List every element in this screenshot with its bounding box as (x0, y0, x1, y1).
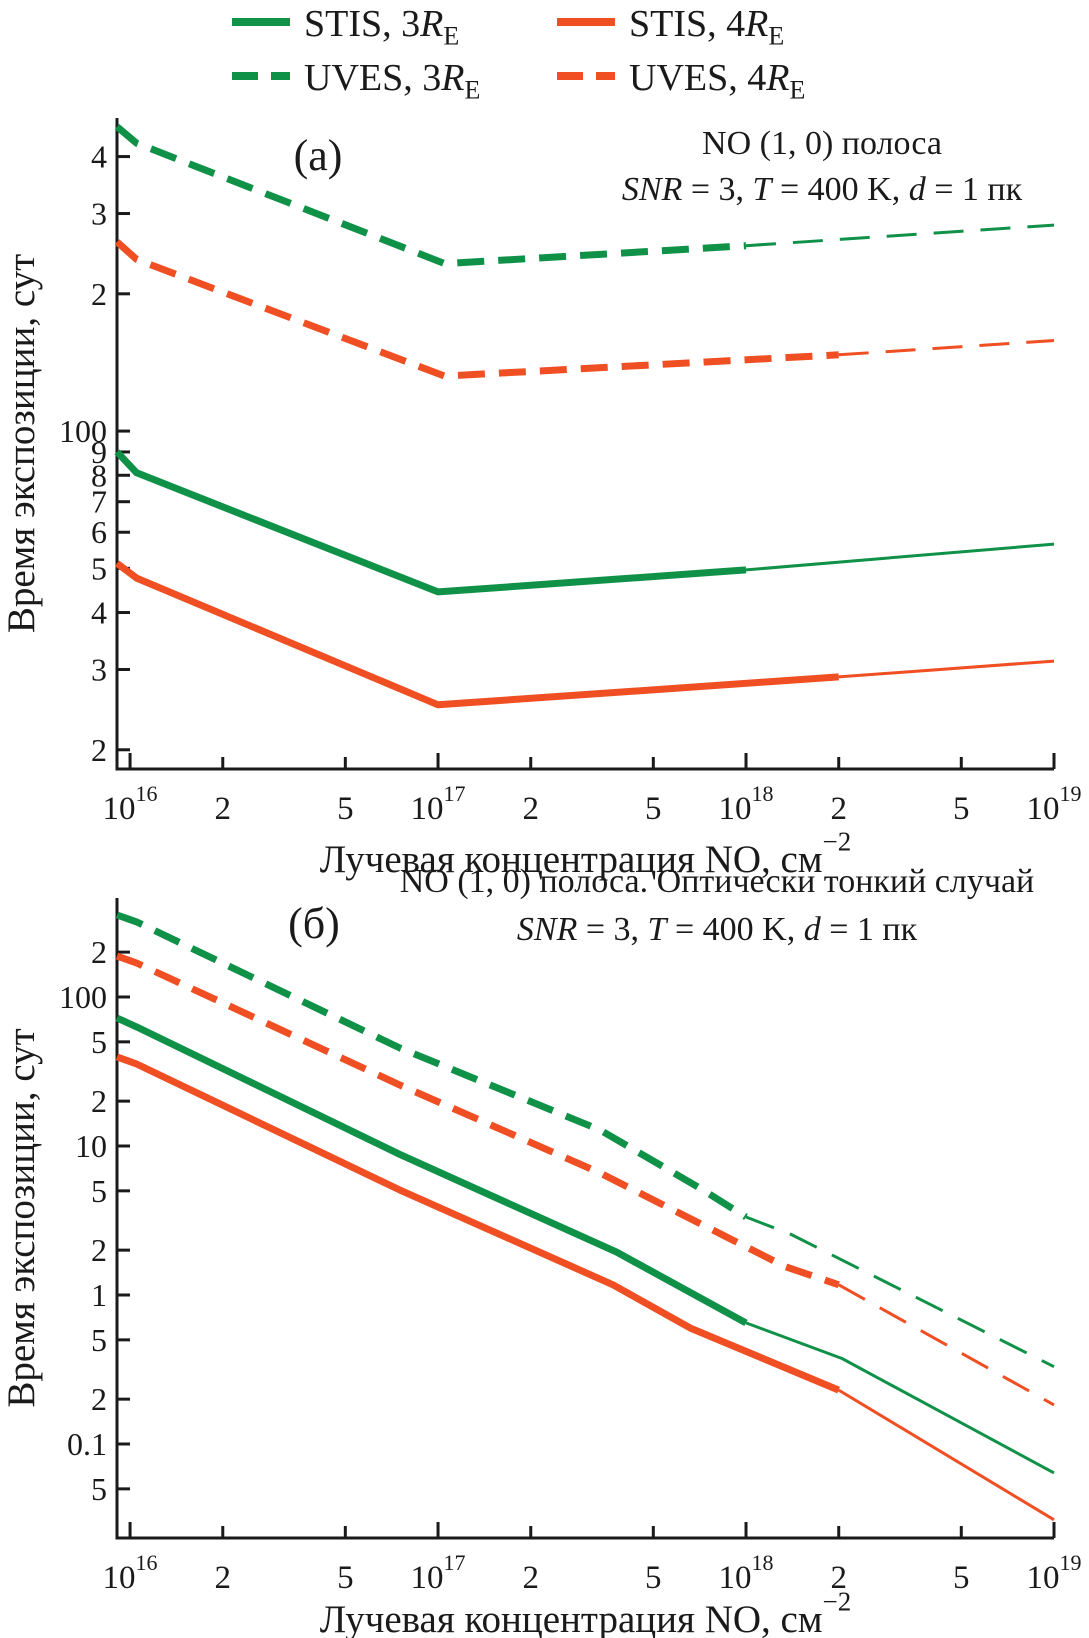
y-tick-label: 3 (91, 651, 107, 687)
y-tick-label: 4 (91, 595, 107, 631)
y-tick-label: 5 (91, 550, 107, 586)
y-tick-label: 2 (91, 276, 107, 312)
series-stis-3re-thick (115, 1014, 748, 1326)
series-stis-3re-thick (114, 449, 747, 596)
x-tick-label: 1017 (411, 1550, 466, 1596)
x-tick-label: 2 (215, 791, 232, 827)
x-tick-label: 2 (522, 791, 539, 827)
series-uves-4re-thin (837, 1283, 1055, 1407)
y-tick-label: 9 (91, 434, 107, 470)
y-axis-label: Время экспозиции, сут (0, 1028, 43, 1407)
x-tick-label: 1019 (1027, 1550, 1082, 1596)
x-tick-label: 2 (830, 1560, 847, 1596)
y-axis-label: Время экспозиции, сут (0, 254, 43, 633)
y-tick-label: 7 (91, 484, 107, 520)
series-uves-3re-thin (745, 1215, 1055, 1369)
series-uves-3re-thick (114, 124, 747, 268)
x-tick-label: 2 (215, 1560, 232, 1596)
series-stis-3re-thin (745, 542, 1055, 572)
x-tick-label: 1017 (411, 781, 466, 827)
panel-subtitle: SNR = 3, T = 400 K, d = 1 пк (517, 911, 918, 948)
panel-label: (а) (294, 131, 343, 180)
x-tick-label: 5 (337, 1560, 354, 1596)
series-stis-4re-thick (115, 1053, 841, 1394)
x-tick-label: 5 (953, 1560, 970, 1596)
x-tick-label: 5 (645, 1560, 662, 1596)
y-tick-label: 5 (91, 1322, 107, 1358)
panel-b: 1016 2 5 1017 2 5 1018 2 5 101921005210521520.15Л… (0, 863, 1082, 1638)
y-tick-label: 5 (91, 1471, 107, 1507)
y-tick-label: 2 (91, 934, 107, 970)
series-uves-4re-thick (115, 952, 840, 1289)
y-tick-label: 100 (59, 979, 107, 1015)
y-tick-label: 10 (75, 1128, 107, 1164)
x-tick-label: 1019 (1027, 781, 1082, 827)
y-tick-label: 6 (91, 514, 107, 550)
panel-a: 1016 2 5 1017 2 5 1018 2 5 101943210098765432Луче… (0, 118, 1082, 881)
x-tick-label: 1016 (103, 1550, 158, 1596)
panel-title: NO (1, 0) полоса (702, 125, 942, 162)
y-tick-label: 2 (91, 1083, 107, 1119)
series-stis-4re-thin (838, 659, 1055, 679)
y-tick-label: 2 (91, 1232, 107, 1268)
panel-subtitle: SNR = 3, T = 400 K, d = 1 пк (622, 171, 1023, 208)
series-uves-3re-thick (115, 911, 748, 1220)
x-tick-label: 1016 (103, 781, 158, 827)
legend-item-stis-3re: STIS, 3RE (232, 3, 459, 50)
series-stis-3re-thin (745, 1321, 1055, 1475)
series-uves-3re-thin (745, 223, 1055, 248)
y-tick-label: 2 (91, 1381, 107, 1417)
legend-item-uves-4re: UVES, 4RE (557, 57, 805, 104)
series-uves-4re-thick (114, 239, 839, 380)
x-axis-label: Лучевая концентрация NO, см−2 (320, 827, 852, 881)
legend-label: STIS, 4RE (629, 3, 784, 50)
legend: STIS, 3RE STIS, 4RE UVES, 3RE UVES, 4RE (232, 3, 805, 104)
x-tick-label: 5 (645, 791, 662, 827)
series-stis-4re-thin (837, 1388, 1055, 1522)
x-tick-label: 2 (830, 791, 847, 827)
y-tick-label: 4 (91, 139, 107, 175)
y-tick-label: 2 (91, 732, 107, 768)
x-axis-label: Лучевая концентрация NO, см−2 (320, 1587, 852, 1638)
legend-label: UVES, 3RE (304, 57, 480, 104)
y-tick-label: 0.1 (67, 1426, 107, 1462)
x-tick-label: 5 (953, 791, 970, 827)
series-uves-4re-thin (838, 339, 1055, 357)
panel-title: NO (1, 0) полоса. Оптически тонкий случа… (400, 863, 1035, 900)
y-tick-label: 5 (91, 1024, 107, 1060)
y-tick-label: 8 (91, 457, 107, 493)
x-tick-label: 1018 (719, 781, 774, 827)
x-tick-label: 2 (522, 1560, 539, 1596)
legend-label: STIS, 3RE (304, 3, 459, 50)
series-stis-4re-thick (114, 560, 839, 709)
x-tick-label: 1018 (719, 1550, 774, 1596)
y-tick-label: 3 (91, 196, 107, 232)
legend-item-uves-3re: UVES, 3RE (232, 57, 480, 104)
x-tick-label: 5 (337, 791, 354, 827)
panel-label: (б) (288, 899, 340, 948)
legend-item-stis-4re: STIS, 4RE (557, 3, 784, 50)
y-tick-label: 1 (91, 1277, 107, 1313)
y-tick-label: 5 (91, 1173, 107, 1209)
legend-label: UVES, 4RE (629, 57, 805, 104)
y-tick-label: 100 (59, 413, 107, 449)
